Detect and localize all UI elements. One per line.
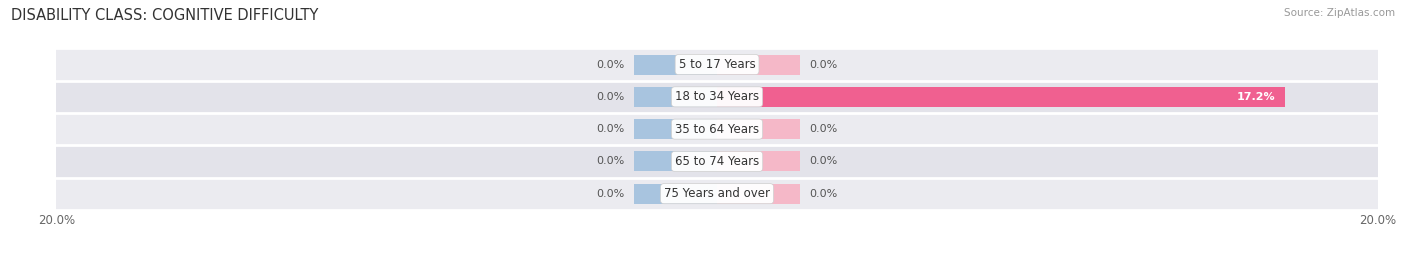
Bar [717,151,800,171]
Text: 5 to 17 Years: 5 to 17 Years [679,58,755,71]
Text: 0.0%: 0.0% [596,124,624,134]
Bar [634,87,717,107]
Text: Source: ZipAtlas.com: Source: ZipAtlas.com [1284,8,1395,18]
Bar [717,87,1285,107]
Text: 35 to 64 Years: 35 to 64 Years [675,123,759,136]
Text: 0.0%: 0.0% [810,124,838,134]
Text: 17.2%: 17.2% [1237,92,1275,102]
Text: 0.0%: 0.0% [810,59,838,70]
Text: 0.0%: 0.0% [810,156,838,167]
Bar [634,184,717,204]
Text: 18 to 34 Years: 18 to 34 Years [675,90,759,103]
Text: 0.0%: 0.0% [596,189,624,199]
Bar [56,178,1378,210]
Text: 0.0%: 0.0% [596,59,624,70]
Bar [56,145,1378,178]
Text: 0.0%: 0.0% [596,92,624,102]
Bar [717,119,800,139]
Bar [56,81,1378,113]
Text: DISABILITY CLASS: COGNITIVE DIFFICULTY: DISABILITY CLASS: COGNITIVE DIFFICULTY [11,8,319,23]
Text: 0.0%: 0.0% [596,156,624,167]
Bar [56,113,1378,145]
Bar [717,184,800,204]
Text: 0.0%: 0.0% [810,189,838,199]
Text: 75 Years and over: 75 Years and over [664,187,770,200]
Bar [717,55,800,75]
Bar [634,151,717,171]
Text: 65 to 74 Years: 65 to 74 Years [675,155,759,168]
Bar [634,55,717,75]
Bar [634,119,717,139]
Bar [56,48,1378,81]
